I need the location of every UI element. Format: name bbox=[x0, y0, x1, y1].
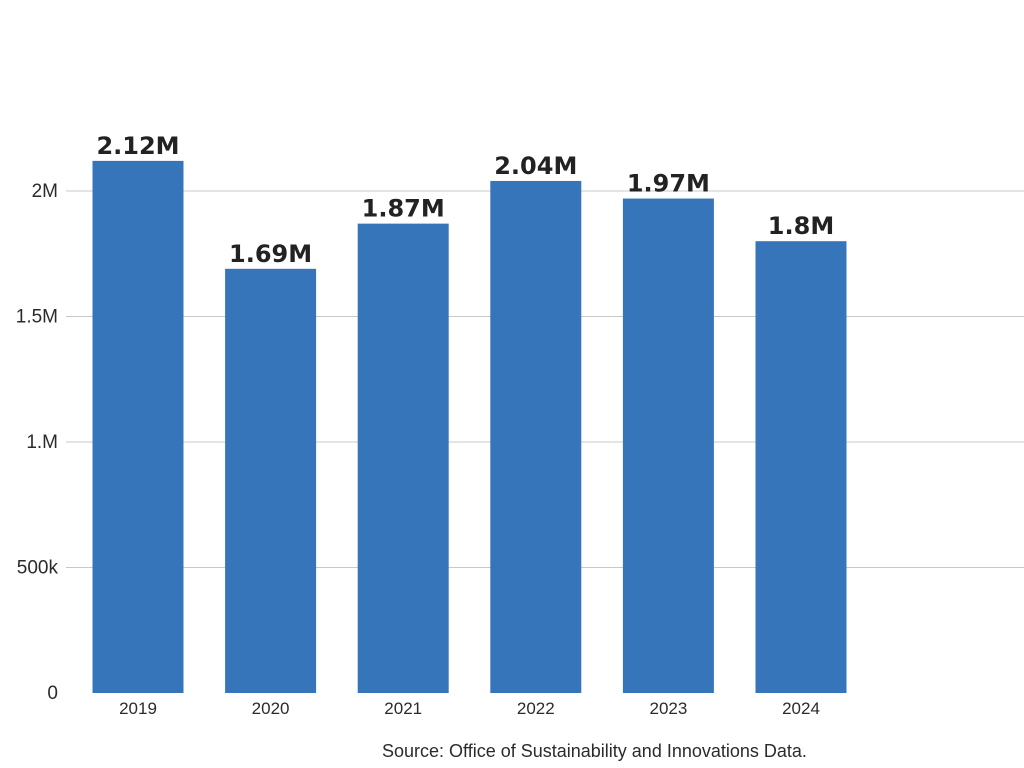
bar bbox=[92, 160, 184, 693]
x-tick-label: 2021 bbox=[384, 699, 422, 718]
data-label: 1.87M bbox=[362, 195, 445, 223]
x-tick-label: 2022 bbox=[517, 699, 555, 718]
source-note: Source: Office of Sustainability and Inn… bbox=[382, 741, 807, 761]
bar bbox=[225, 268, 317, 693]
y-tick-label: 2M bbox=[32, 181, 58, 202]
x-tick-label: 2024 bbox=[782, 699, 820, 718]
y-tick-label: 1.5M bbox=[16, 307, 58, 328]
y-tick-label: 500k bbox=[17, 558, 59, 579]
data-label: 2.04M bbox=[494, 152, 577, 180]
x-tick-label: 2020 bbox=[252, 699, 290, 718]
bar bbox=[357, 223, 449, 693]
y-tick-label: 0 bbox=[47, 683, 58, 704]
x-tick-label: 2019 bbox=[119, 699, 157, 718]
data-label: 1.8M bbox=[768, 212, 834, 240]
data-label: 1.97M bbox=[627, 170, 710, 198]
data-label: 2.12M bbox=[96, 132, 179, 160]
data-labels: 2.12M 1.69M 1.87M 2.04M 1.97M 1.8M bbox=[96, 132, 834, 268]
x-tick-label: 2023 bbox=[649, 699, 687, 718]
x-axis-category-labels: 2019 2020 2021 2022 2023 2024 bbox=[119, 699, 820, 718]
bar bbox=[622, 198, 714, 693]
bar bbox=[755, 241, 847, 693]
bars bbox=[92, 160, 847, 693]
y-tick-label: 1.M bbox=[26, 432, 58, 453]
data-label: 1.69M bbox=[229, 240, 312, 268]
bar bbox=[490, 180, 582, 693]
y-axis-tick-labels: 0 500k 1.M 1.5M 2M bbox=[16, 181, 59, 704]
